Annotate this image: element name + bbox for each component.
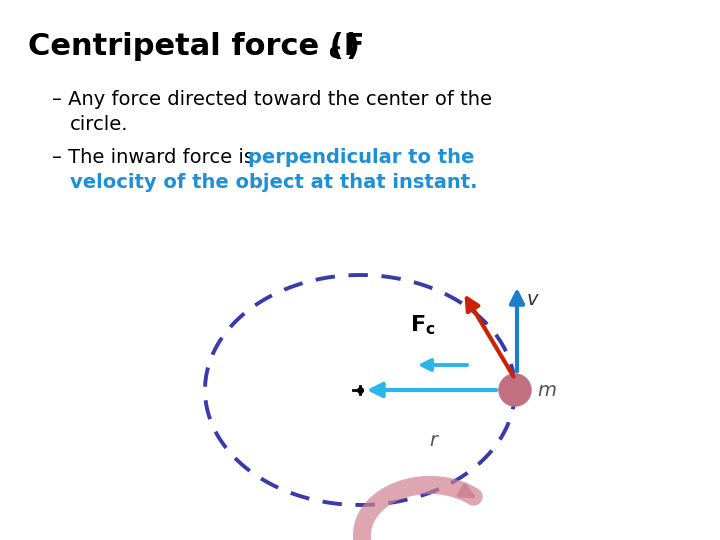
Text: Centripetal force (F: Centripetal force (F — [28, 32, 364, 61]
Text: m: m — [537, 381, 556, 400]
Text: $\mathbf{F_c}$: $\mathbf{F_c}$ — [410, 313, 436, 337]
Text: v: v — [527, 290, 539, 309]
Text: c: c — [328, 42, 341, 62]
Text: r: r — [430, 430, 438, 449]
Text: – The inward force is: – The inward force is — [52, 148, 260, 167]
Text: velocity of the object at that instant.: velocity of the object at that instant. — [70, 173, 477, 192]
Text: perpendicular to the: perpendicular to the — [248, 148, 474, 167]
Circle shape — [499, 374, 531, 406]
Text: circle.: circle. — [70, 115, 128, 134]
Text: ): ) — [346, 32, 360, 61]
Text: – Any force directed toward the center of the: – Any force directed toward the center o… — [52, 90, 492, 109]
